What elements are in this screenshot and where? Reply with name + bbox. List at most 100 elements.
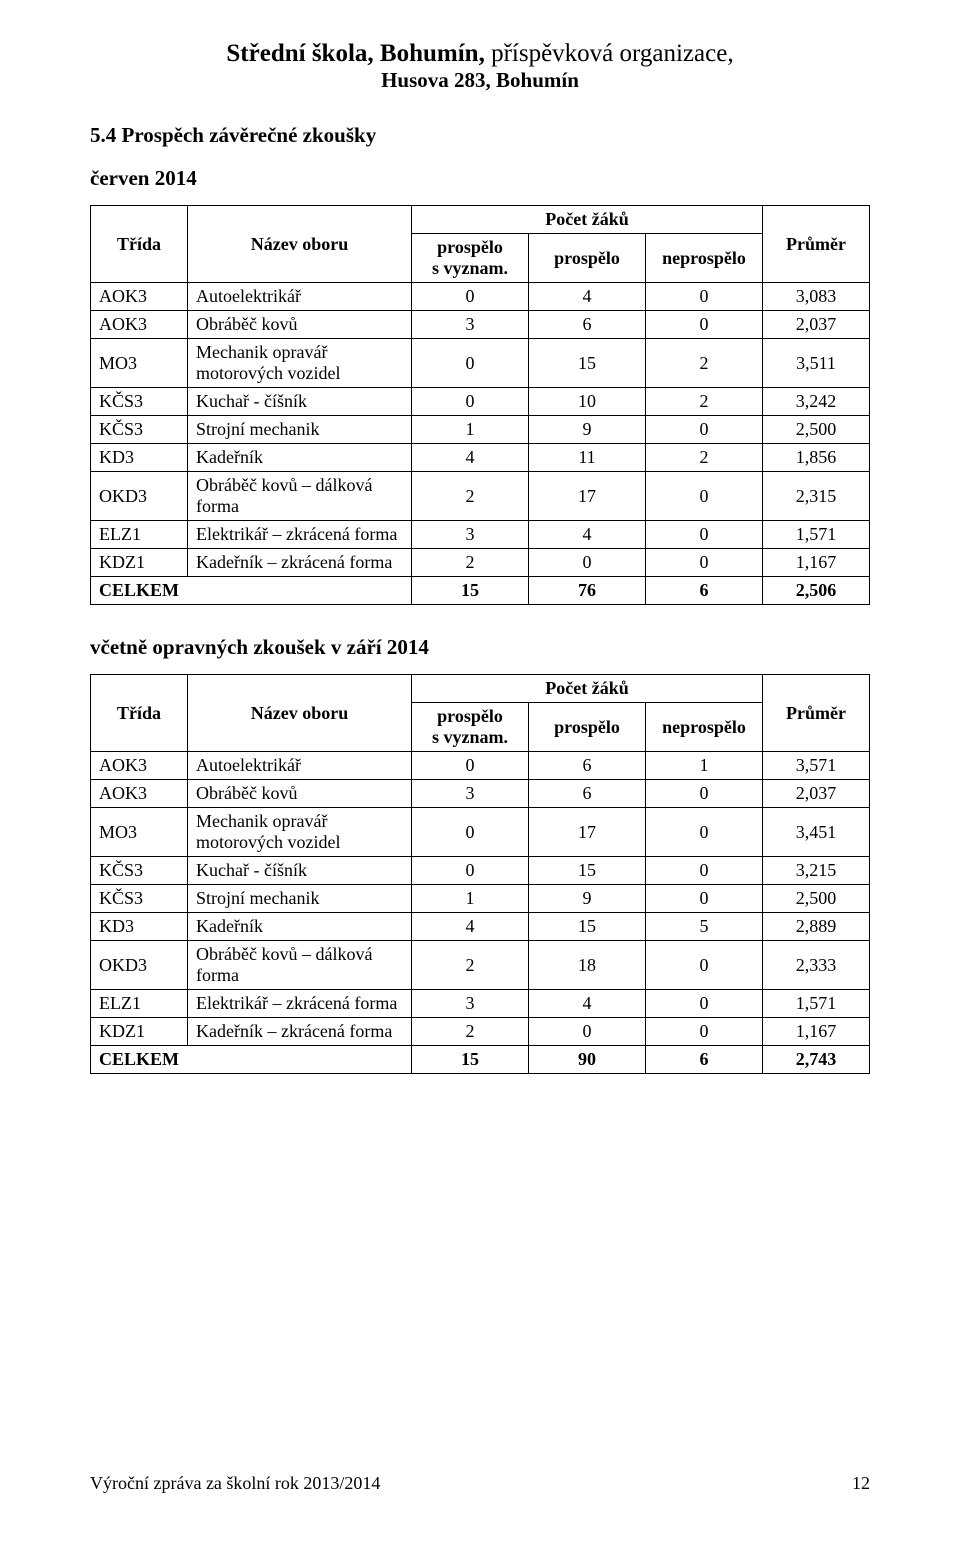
- cell-avg: 2,500: [763, 416, 870, 444]
- th-nazev-2: Název oboru: [188, 675, 412, 752]
- cell-a: 0: [412, 283, 529, 311]
- cell-name: Elektrikář – zkrácená forma: [188, 990, 412, 1018]
- cell-total-b: 76: [529, 577, 646, 605]
- page-header: Střední škola, Bohumín, příspěvková orga…: [90, 40, 870, 93]
- cell-avg: 2,315: [763, 472, 870, 521]
- th-neprospelo: neprospělo: [646, 234, 763, 283]
- cell-name: Kadeřník – zkrácená forma: [188, 549, 412, 577]
- table-row: KČS3Strojní mechanik1902,500: [91, 416, 870, 444]
- cell-name: Obráběč kovů: [188, 780, 412, 808]
- cell-a: 0: [412, 339, 529, 388]
- cell-a: 0: [412, 808, 529, 857]
- cell-code: KDZ1: [91, 549, 188, 577]
- cell-name: Autoelektrikář: [188, 283, 412, 311]
- cell-total-c: 6: [646, 577, 763, 605]
- cell-b: 9: [529, 416, 646, 444]
- table-row: KD3Kadeřník41552,889: [91, 913, 870, 941]
- table-1-head: Třída Název oboru Počet žáků Průměr pros…: [91, 206, 870, 283]
- cell-avg: 1,167: [763, 549, 870, 577]
- table-row: KČS3Strojní mechanik1902,500: [91, 885, 870, 913]
- th-pocet-2: Počet žáků: [412, 675, 763, 703]
- cell-code: KČS3: [91, 857, 188, 885]
- cell-a: 2: [412, 549, 529, 577]
- cell-c: 1: [646, 752, 763, 780]
- footer: Výroční zpráva za školní rok 2013/2014 1…: [90, 1473, 870, 1494]
- cell-total-a: 15: [412, 1046, 529, 1074]
- cell-code: AOK3: [91, 752, 188, 780]
- header-rest: příspěvková organizace,: [491, 40, 734, 67]
- cell-b: 17: [529, 472, 646, 521]
- cell-avg: 1,571: [763, 990, 870, 1018]
- cell-code: ELZ1: [91, 521, 188, 549]
- cell-avg: 3,083: [763, 283, 870, 311]
- table-row: KDZ1Kadeřník – zkrácená forma2001,167: [91, 1018, 870, 1046]
- cell-a: 0: [412, 752, 529, 780]
- th-trida: Třída: [91, 206, 188, 283]
- cell-code: KČS3: [91, 416, 188, 444]
- cell-a: 0: [412, 857, 529, 885]
- cell-c: 0: [646, 283, 763, 311]
- cell-avg: 3,451: [763, 808, 870, 857]
- cell-code: KČS3: [91, 885, 188, 913]
- cell-b: 4: [529, 283, 646, 311]
- cell-name: Obráběč kovů – dálková forma: [188, 941, 412, 990]
- cell-c: 0: [646, 311, 763, 339]
- th-psvyzn-2: prospělo s vyznam.: [412, 703, 529, 752]
- cell-name: Obráběč kovů: [188, 311, 412, 339]
- cell-b: 6: [529, 752, 646, 780]
- cell-total-label: CELKEM: [91, 577, 412, 605]
- cell-name: Autoelektrikář: [188, 752, 412, 780]
- cell-code: ELZ1: [91, 990, 188, 1018]
- cell-code: MO3: [91, 339, 188, 388]
- cell-b: 15: [529, 339, 646, 388]
- cell-c: 5: [646, 913, 763, 941]
- cell-a: 1: [412, 885, 529, 913]
- th-trida-2: Třída: [91, 675, 188, 752]
- cell-b: 6: [529, 311, 646, 339]
- th-nazev: Název oboru: [188, 206, 412, 283]
- th-prumer-2: Průměr: [763, 675, 870, 752]
- cell-b: 0: [529, 1018, 646, 1046]
- cell-c: 0: [646, 416, 763, 444]
- th-prospelo: prospělo: [529, 234, 646, 283]
- section-title: 5.4 Prospěch závěrečné zkoušky: [90, 123, 870, 148]
- cell-c: 0: [646, 549, 763, 577]
- table-row: KČS3Kuchař - číšník01503,215: [91, 857, 870, 885]
- cell-c: 0: [646, 780, 763, 808]
- cell-c: 0: [646, 885, 763, 913]
- cell-avg: 2,037: [763, 780, 870, 808]
- cell-code: KČS3: [91, 388, 188, 416]
- cell-a: 3: [412, 990, 529, 1018]
- cell-c: 0: [646, 1018, 763, 1046]
- cell-b: 15: [529, 913, 646, 941]
- cell-c: 0: [646, 990, 763, 1018]
- cell-c: 0: [646, 857, 763, 885]
- cell-avg: 2,333: [763, 941, 870, 990]
- cell-c: 0: [646, 808, 763, 857]
- cell-a: 3: [412, 521, 529, 549]
- table-2-head: Třída Název oboru Počet žáků Průměr pros…: [91, 675, 870, 752]
- cell-avg: 3,242: [763, 388, 870, 416]
- table-row: KD3Kadeřník41121,856: [91, 444, 870, 472]
- cell-a: 2: [412, 1018, 529, 1046]
- cell-name: Obráběč kovů – dálková forma: [188, 472, 412, 521]
- th-prumer: Průměr: [763, 206, 870, 283]
- th-psvyzn: prospělo s vyznam.: [412, 234, 529, 283]
- cell-total-label: CELKEM: [91, 1046, 412, 1074]
- cell-total-avg: 2,743: [763, 1046, 870, 1074]
- table-1-body: AOK3Autoelektrikář0403,083AOK3Obráběč ko…: [91, 283, 870, 605]
- cell-avg: 2,037: [763, 311, 870, 339]
- period-1-label: červen 2014: [90, 166, 870, 191]
- cell-b: 4: [529, 521, 646, 549]
- cell-total-c: 6: [646, 1046, 763, 1074]
- cell-code: AOK3: [91, 283, 188, 311]
- cell-name: Kuchař - číšník: [188, 857, 412, 885]
- table-2-body: AOK3Autoelektrikář0613,571AOK3Obráběč ko…: [91, 752, 870, 1074]
- cell-code: AOK3: [91, 311, 188, 339]
- cell-a: 3: [412, 311, 529, 339]
- cell-avg: 3,571: [763, 752, 870, 780]
- cell-total-a: 15: [412, 577, 529, 605]
- table-row: KDZ1Kadeřník – zkrácená forma2001,167: [91, 549, 870, 577]
- cell-b: 17: [529, 808, 646, 857]
- cell-b: 9: [529, 885, 646, 913]
